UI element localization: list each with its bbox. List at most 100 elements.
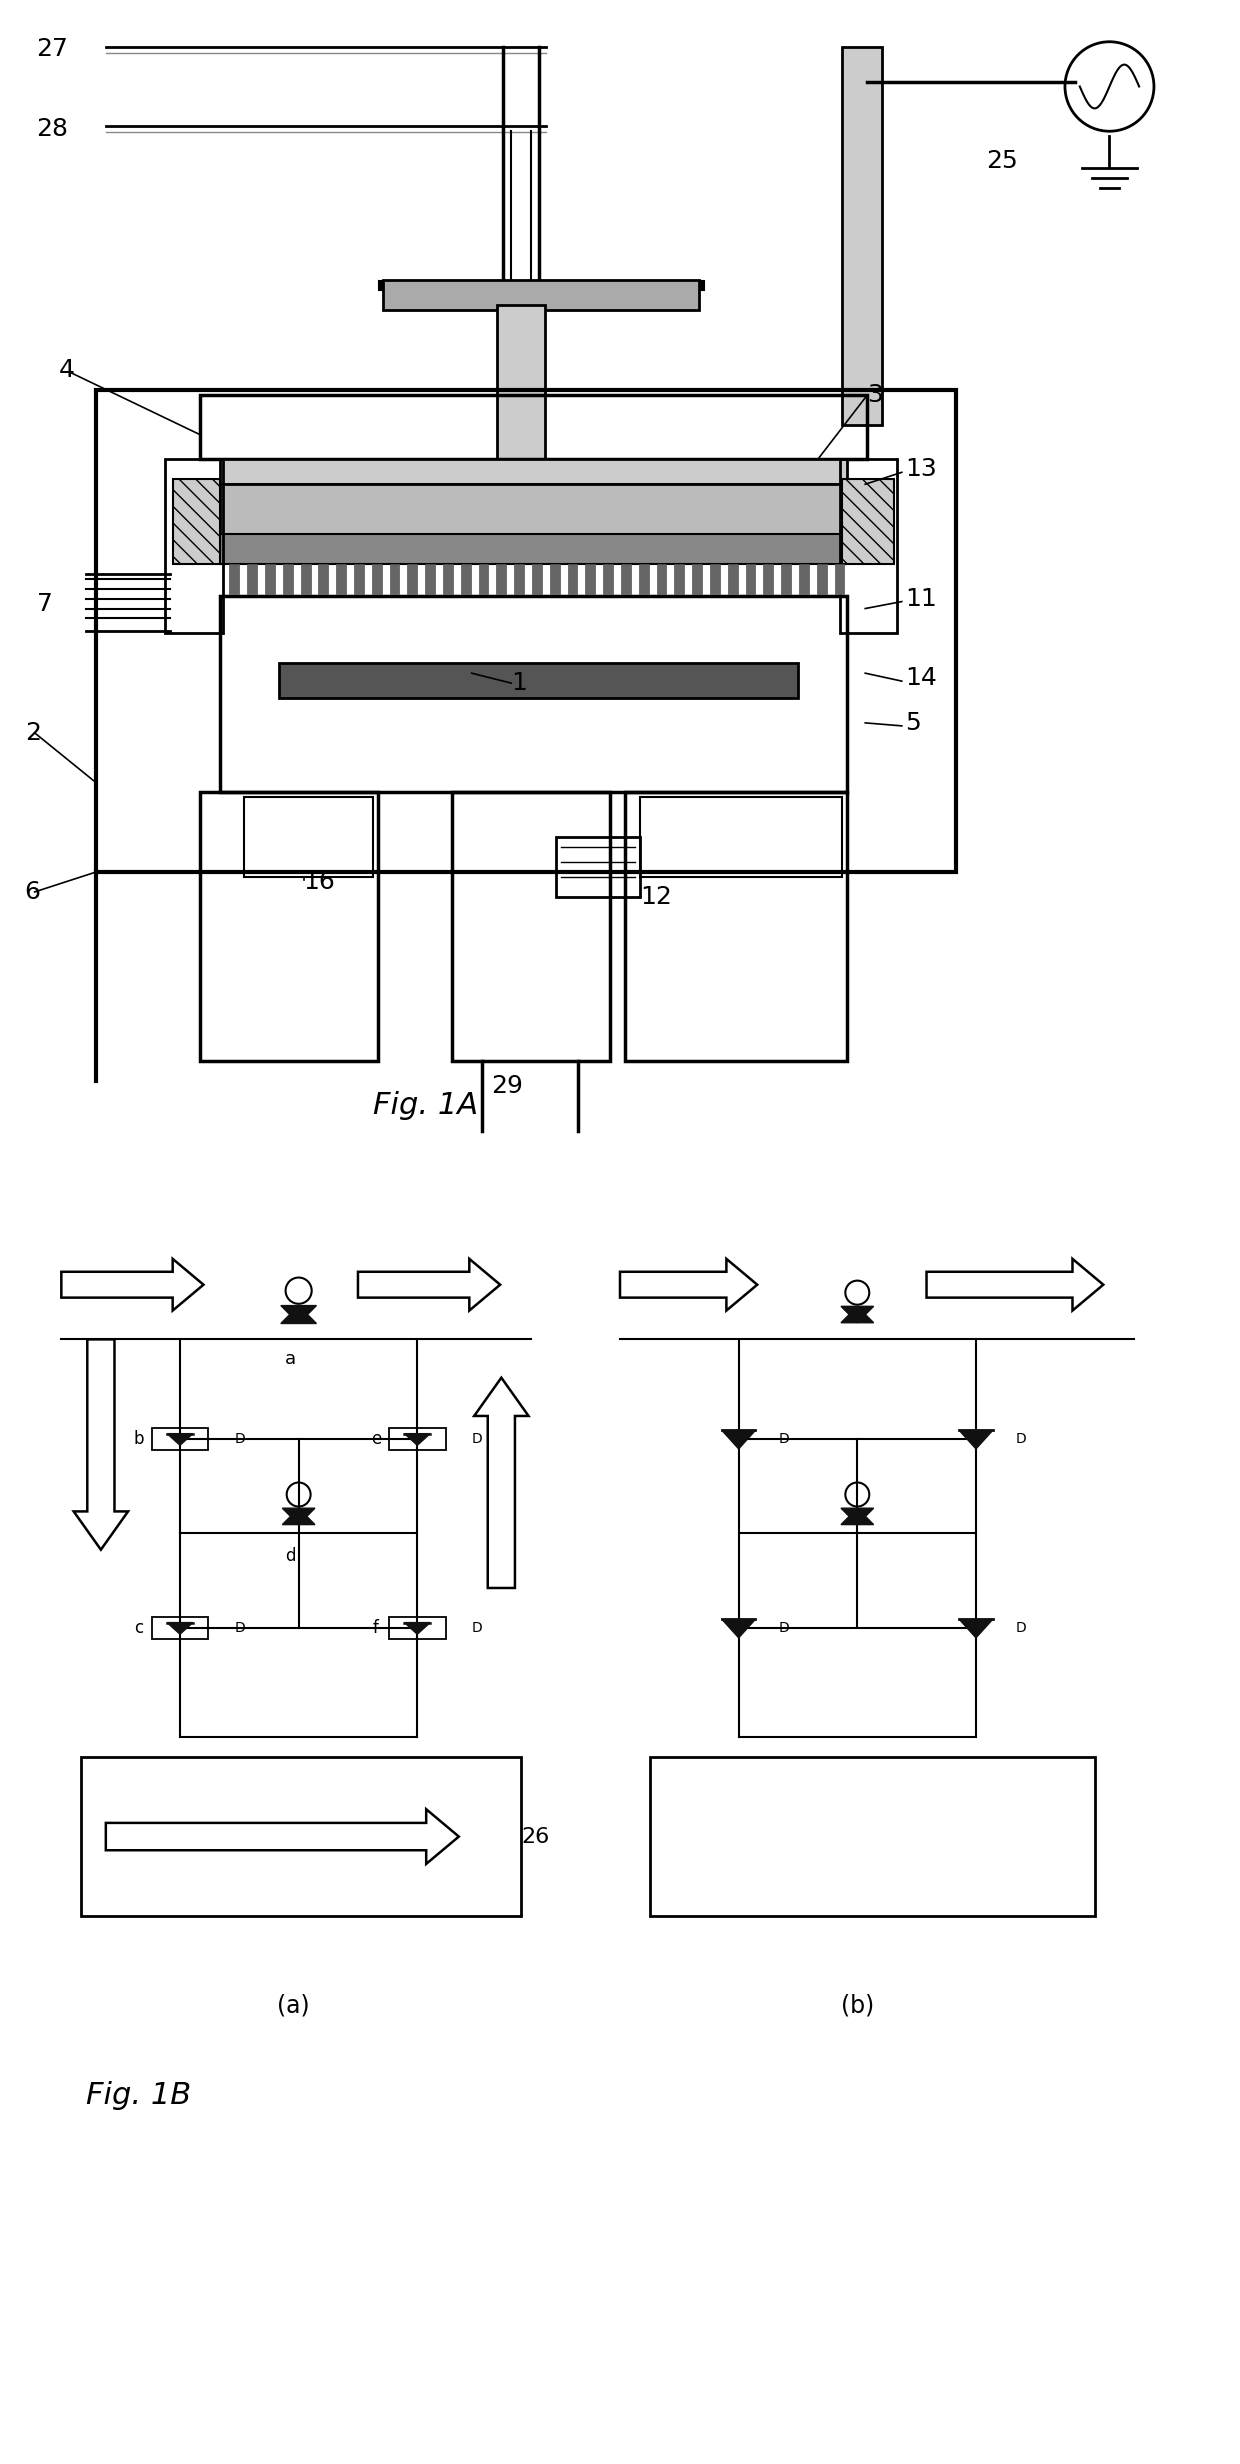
Text: 3: 3 [867, 382, 883, 407]
Text: Fig. 1A: Fig. 1A [373, 1092, 477, 1121]
Bar [279, 663, 799, 697]
Bar [283, 564, 293, 594]
FancyArrow shape [926, 1259, 1104, 1311]
Bar [165, 458, 222, 633]
Polygon shape [960, 1432, 993, 1449]
Bar [336, 564, 346, 594]
FancyArrow shape [620, 1259, 758, 1311]
Text: 6: 6 [25, 880, 41, 904]
Text: 7: 7 [37, 591, 52, 616]
Text: D: D [471, 1621, 482, 1634]
Bar [657, 564, 666, 594]
Bar [389, 1427, 445, 1449]
Bar [151, 1427, 208, 1449]
Text: 26: 26 [521, 1826, 549, 1846]
Bar [200, 394, 867, 458]
Bar [408, 564, 418, 594]
Bar [515, 564, 525, 594]
Text: 16: 16 [304, 870, 336, 894]
Bar [675, 564, 684, 594]
Polygon shape [841, 1306, 874, 1323]
Text: 25: 25 [986, 148, 1018, 172]
Bar [839, 458, 897, 633]
Bar [497, 306, 544, 480]
Bar [451, 793, 610, 1062]
Bar [247, 564, 257, 594]
Bar [461, 564, 471, 594]
Bar [151, 1616, 208, 1639]
Text: 2: 2 [25, 722, 41, 744]
Bar [389, 564, 399, 594]
Bar [219, 535, 847, 564]
Text: 14: 14 [905, 665, 936, 690]
Polygon shape [167, 1434, 193, 1446]
Bar [556, 838, 640, 897]
Text: D: D [234, 1621, 246, 1634]
Bar [549, 564, 559, 594]
Bar [817, 564, 827, 594]
Text: 29: 29 [491, 1074, 523, 1099]
Bar [81, 1757, 521, 1917]
Bar [219, 596, 847, 793]
Polygon shape [722, 1432, 755, 1449]
Text: D: D [1016, 1432, 1027, 1446]
Polygon shape [960, 1619, 993, 1639]
Bar [568, 564, 578, 594]
Text: D: D [779, 1432, 789, 1446]
Bar [244, 798, 373, 877]
Text: D: D [1016, 1621, 1027, 1634]
Bar [728, 564, 738, 594]
Text: 12: 12 [640, 885, 672, 909]
FancyArrow shape [358, 1259, 500, 1311]
Text: 11: 11 [905, 586, 936, 611]
Text: 13: 13 [905, 458, 936, 480]
Text: 27: 27 [37, 37, 68, 62]
Bar [585, 564, 595, 594]
Text: c: c [134, 1619, 143, 1636]
Bar [353, 564, 363, 594]
Bar [425, 564, 435, 594]
Bar [389, 1616, 445, 1639]
FancyArrow shape [73, 1340, 128, 1550]
Bar [781, 564, 791, 594]
Bar [265, 564, 275, 594]
Bar [372, 564, 382, 594]
Text: b: b [133, 1429, 144, 1449]
Bar [532, 564, 542, 594]
Polygon shape [722, 1619, 755, 1639]
Text: (a): (a) [278, 1993, 310, 2018]
FancyArrow shape [61, 1259, 203, 1311]
Bar [219, 485, 847, 535]
Bar [174, 480, 219, 564]
Bar [621, 564, 631, 594]
Polygon shape [841, 1306, 874, 1323]
Text: D: D [779, 1621, 789, 1634]
Text: 4: 4 [58, 357, 74, 382]
Bar [229, 564, 239, 594]
Polygon shape [404, 1624, 430, 1634]
Bar [200, 793, 378, 1062]
Bar [383, 281, 699, 310]
Bar [711, 564, 720, 594]
Text: D: D [234, 1432, 246, 1446]
Bar [692, 564, 702, 594]
Polygon shape [841, 1508, 874, 1525]
Bar [625, 793, 847, 1062]
FancyArrow shape [105, 1809, 459, 1863]
Text: f: f [373, 1619, 378, 1636]
Polygon shape [280, 1306, 316, 1323]
Bar [443, 564, 453, 594]
Bar [842, 47, 882, 424]
Polygon shape [280, 1306, 316, 1323]
Text: D: D [471, 1432, 482, 1446]
Polygon shape [841, 1508, 874, 1525]
Bar [640, 798, 842, 877]
Bar [650, 1757, 1095, 1917]
Bar [603, 564, 613, 594]
Bar [639, 564, 649, 594]
Bar [479, 564, 489, 594]
Text: 5: 5 [905, 712, 920, 734]
Text: Fig. 1B: Fig. 1B [86, 2080, 191, 2109]
Bar [496, 564, 506, 594]
Polygon shape [167, 1624, 193, 1634]
